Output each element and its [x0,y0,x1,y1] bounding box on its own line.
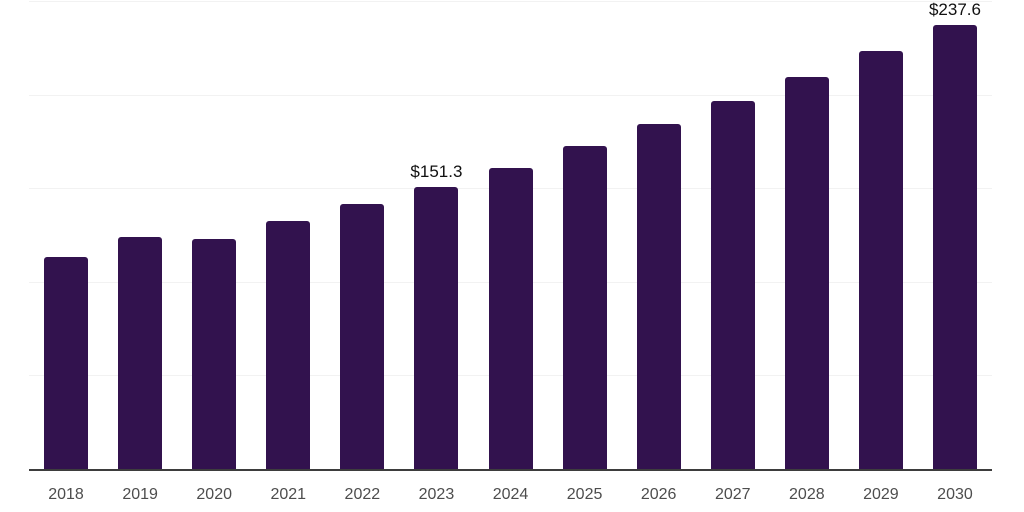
x-tick-2028: 2028 [789,486,825,503]
x-tick-2025: 2025 [566,486,603,503]
bar-2030 [932,25,977,470]
bar-slot-2021 [251,2,325,470]
bar-slot-2029 [844,2,918,470]
bar-slot-2023: $151.3 [399,2,473,470]
bar-slot-2024 [473,2,547,470]
x-tick-2027: 2027 [714,486,751,503]
gridline-200 [29,94,992,96]
x-tick-2020: 2020 [196,486,232,503]
data-label-2023: $151.3 [410,161,463,181]
bar-2028 [784,77,829,470]
bar-2023 [414,186,459,470]
bar-slot-2022 [325,2,399,470]
bar-slot-2019 [103,2,177,470]
bar-2024 [488,167,533,470]
bar-slot-2020 [177,2,251,470]
bars-row: $151.3 $237.6 [29,0,992,470]
x-tick-2029: 2029 [863,486,899,503]
bar-2026 [636,124,681,470]
bar-2029 [858,50,903,470]
bar-slot-2018 [29,2,103,470]
gridline-250 [29,1,992,2]
bar-2018 [44,256,89,470]
x-tick-2023: 2023 [418,486,455,503]
x-tick-2026: 2026 [640,486,677,503]
bar-slot-2027 [696,2,770,470]
x-tick-2019: 2019 [122,486,158,503]
bar-2021 [266,221,311,470]
bar-slot-2030: $237.6 [918,0,992,470]
x-axis-line [29,469,992,471]
bar-slot-2028 [770,2,844,470]
x-tick-2018: 2018 [48,486,84,503]
plot-area: $151.3 $237.6 [29,0,992,470]
x-tick-2024: 2024 [492,486,529,503]
x-tick-2021: 2021 [270,486,307,503]
bar-2025 [562,145,607,470]
bar-2019 [118,236,163,470]
data-label-2030: $237.6 [928,0,981,20]
bar-2020 [192,239,237,470]
bar-slot-2025 [548,2,622,470]
x-tick-2030: 2030 [937,486,973,503]
bar-2027 [710,101,755,470]
x-axis-labels: 2018 2019 2020 2021 2022 2023 2024 2025 2026 2027… [29,486,992,504]
bar-2022 [340,204,385,470]
bar-slot-2026 [622,2,696,470]
x-tick-2022: 2022 [344,486,381,503]
